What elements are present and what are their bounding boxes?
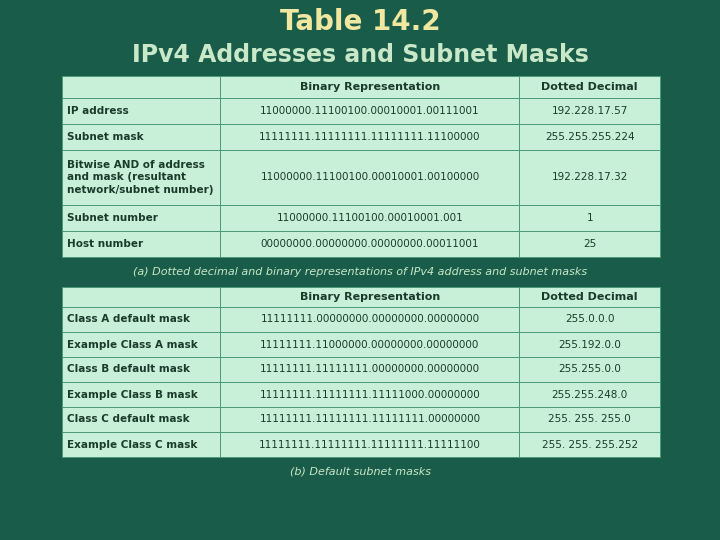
Text: Class A default mask: Class A default mask: [67, 314, 190, 325]
Text: 11000000.11100100.00010001.00111001: 11000000.11100100.00010001.00111001: [260, 106, 480, 116]
Bar: [62, 432, 220, 457]
Text: IP address: IP address: [67, 106, 129, 116]
Bar: [62, 307, 220, 332]
Bar: [220, 76, 519, 98]
Bar: [220, 357, 519, 382]
Bar: [62, 205, 220, 231]
Text: 25: 25: [583, 239, 596, 249]
Bar: [220, 98, 519, 124]
Text: 00000000.00000000.00000000.00011001: 00000000.00000000.00000000.00011001: [261, 239, 480, 249]
Bar: [220, 205, 519, 231]
Bar: [220, 382, 519, 407]
Text: 11111111.11111111.11111000.00000000: 11111111.11111111.11111000.00000000: [260, 389, 480, 400]
Bar: [519, 124, 660, 150]
Text: 255. 255. 255.252: 255. 255. 255.252: [541, 440, 638, 449]
Text: 11111111.11111111.11111111.11111100: 11111111.11111111.11111111.11111100: [259, 440, 481, 449]
Text: 1: 1: [586, 213, 593, 223]
Bar: [519, 407, 660, 432]
Text: Class C default mask: Class C default mask: [67, 415, 189, 424]
Bar: [62, 382, 220, 407]
Text: Example Class A mask: Example Class A mask: [67, 340, 198, 349]
Bar: [62, 150, 220, 205]
Text: 11111111.11000000.00000000.00000000: 11111111.11000000.00000000.00000000: [261, 340, 480, 349]
Bar: [519, 150, 660, 205]
Text: 255. 255. 255.0: 255. 255. 255.0: [549, 415, 631, 424]
Text: Example Class B mask: Example Class B mask: [67, 389, 198, 400]
Bar: [62, 124, 220, 150]
Bar: [62, 332, 220, 357]
Bar: [519, 382, 660, 407]
Text: 255.192.0.0: 255.192.0.0: [558, 340, 621, 349]
Text: IPv4 Addresses and Subnet Masks: IPv4 Addresses and Subnet Masks: [132, 43, 588, 67]
Text: 11000000.11100100.00010001.001: 11000000.11100100.00010001.001: [276, 213, 464, 223]
Text: 11111111.11111111.11111111.00000000: 11111111.11111111.11111111.00000000: [259, 415, 480, 424]
Text: 11000000.11100100.00010001.00100000: 11000000.11100100.00010001.00100000: [261, 172, 480, 183]
Text: Host number: Host number: [67, 239, 143, 249]
Bar: [519, 98, 660, 124]
Text: Example Class C mask: Example Class C mask: [67, 440, 197, 449]
Bar: [220, 307, 519, 332]
Text: 255.255.248.0: 255.255.248.0: [552, 389, 628, 400]
Bar: [62, 287, 220, 307]
Bar: [519, 76, 660, 98]
Bar: [519, 231, 660, 257]
Bar: [220, 287, 519, 307]
Bar: [62, 357, 220, 382]
Bar: [220, 432, 519, 457]
Text: 11111111.00000000.00000000.00000000: 11111111.00000000.00000000.00000000: [261, 314, 480, 325]
Bar: [62, 407, 220, 432]
Text: Subnet number: Subnet number: [67, 213, 158, 223]
Text: 192.228.17.57: 192.228.17.57: [552, 106, 628, 116]
Bar: [519, 332, 660, 357]
Bar: [519, 357, 660, 382]
Bar: [220, 407, 519, 432]
Bar: [220, 124, 519, 150]
Bar: [220, 231, 519, 257]
Text: Class B default mask: Class B default mask: [67, 364, 190, 375]
Text: Binary Representation: Binary Representation: [300, 292, 440, 302]
Text: Binary Representation: Binary Representation: [300, 82, 440, 92]
Bar: [62, 231, 220, 257]
Bar: [62, 98, 220, 124]
Text: Table 14.2: Table 14.2: [279, 8, 441, 36]
Bar: [519, 432, 660, 457]
Text: Dotted Decimal: Dotted Decimal: [541, 82, 638, 92]
Bar: [519, 287, 660, 307]
Text: 255.255.0.0: 255.255.0.0: [558, 364, 621, 375]
Text: 255.0.0.0: 255.0.0.0: [565, 314, 614, 325]
Text: 11111111.11111111.00000000.00000000: 11111111.11111111.00000000.00000000: [260, 364, 480, 375]
Text: 192.228.17.32: 192.228.17.32: [552, 172, 628, 183]
Text: Dotted Decimal: Dotted Decimal: [541, 292, 638, 302]
Bar: [519, 205, 660, 231]
Text: (b) Default subnet masks: (b) Default subnet masks: [289, 467, 431, 477]
Text: Subnet mask: Subnet mask: [67, 132, 143, 142]
Text: 11111111.11111111.11111111.11100000: 11111111.11111111.11111111.11100000: [259, 132, 481, 142]
Bar: [62, 76, 220, 98]
Text: 255.255.255.224: 255.255.255.224: [545, 132, 634, 142]
Text: Bitwise AND of address
and mask (resultant
network/subnet number): Bitwise AND of address and mask (resulta…: [67, 160, 214, 195]
Bar: [220, 332, 519, 357]
Text: (a) Dotted decimal and binary representations of IPv4 address and subnet masks: (a) Dotted decimal and binary representa…: [133, 267, 587, 277]
Bar: [519, 307, 660, 332]
Bar: [220, 150, 519, 205]
